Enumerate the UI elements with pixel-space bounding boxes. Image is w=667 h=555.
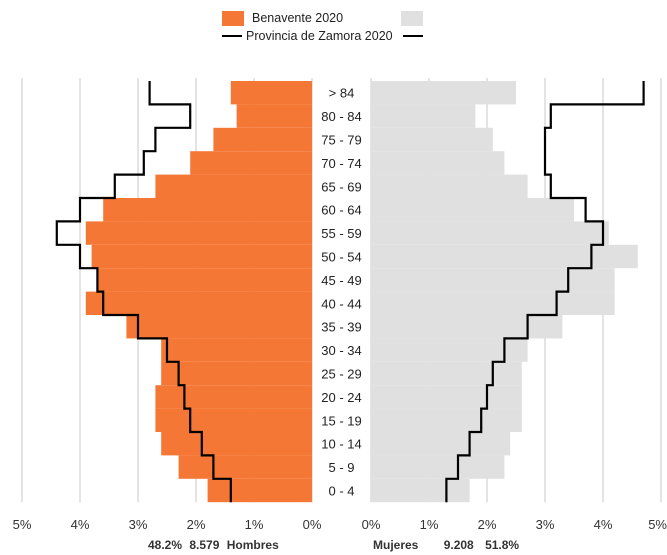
x-tick-women-0: 0% — [362, 517, 381, 532]
age-label-13: 65 - 69 — [321, 179, 361, 194]
age-label-9: 45 - 49 — [321, 273, 361, 288]
age-label-14: 70 - 74 — [321, 156, 361, 171]
bar-women-16 — [371, 104, 476, 128]
bar-men-16 — [236, 104, 312, 128]
men-summary: 48.2% 8.579 Hombres — [148, 538, 283, 554]
bar-men-1 — [178, 455, 312, 479]
bar-women-17 — [371, 81, 516, 105]
legend-row-province: Provincia de Zamora 2020 — [222, 28, 423, 44]
x-tick-men-2: 3% — [129, 517, 148, 532]
age-label-0: 0 - 4 — [328, 484, 354, 499]
bar-women-15 — [371, 127, 493, 152]
men-percentage: 48.2% — [148, 538, 183, 552]
age-label-15: 75 - 79 — [321, 133, 361, 148]
bar-men-17 — [230, 81, 312, 105]
legend-swatch-women-local — [401, 10, 424, 26]
bar-men-9 — [97, 268, 313, 292]
bar-women-6 — [371, 338, 528, 362]
x-tick-women-4: 4% — [594, 517, 613, 532]
bar-men-14 — [190, 151, 312, 175]
age-label-16: 80 - 84 — [321, 109, 361, 124]
age-label-17: > 84 — [329, 86, 355, 101]
bar-women-3 — [371, 408, 522, 432]
women-label: Mujeres — [373, 538, 419, 552]
age-label-6: 30 - 34 — [321, 343, 361, 358]
age-label-10: 50 - 54 — [321, 250, 361, 265]
bar-women-12 — [371, 198, 574, 222]
bar-women-5 — [371, 361, 522, 386]
legend-swatch-men-local — [222, 10, 244, 26]
province-line-men — [55, 81, 232, 503]
age-label-12: 60 - 64 — [321, 203, 361, 218]
age-label-1: 5 - 9 — [328, 460, 354, 475]
bar-men-6 — [161, 338, 312, 362]
bar-men-4 — [155, 385, 312, 409]
bar-men-15 — [213, 127, 312, 152]
province-line-women — [445, 81, 645, 503]
women-summary: Mujeres 9.208 51.8% — [373, 538, 523, 554]
bar-men-13 — [155, 174, 312, 198]
x-tick-men-1: 4% — [71, 517, 90, 532]
chart-legend: Benavente 2020 Provincia de Zamora 2020 — [0, 10, 667, 50]
bar-women-1 — [371, 455, 505, 479]
bar-men-8 — [85, 291, 312, 315]
bar-women-11 — [371, 221, 609, 245]
bar-men-2 — [161, 432, 312, 456]
bar-women-8 — [371, 291, 615, 315]
legend-row-local: Benavente 2020 — [222, 10, 424, 26]
x-tick-men-4: 1% — [245, 517, 264, 532]
age-label-3: 15 - 19 — [321, 413, 361, 428]
legend-line-women-province — [402, 35, 423, 37]
x-tick-women-5: 5% — [648, 517, 667, 532]
legend-label-local: Benavente 2020 — [252, 11, 344, 25]
x-tick-men-5: 0% — [303, 517, 322, 532]
age-label-8: 40 - 44 — [321, 296, 361, 311]
bar-men-5 — [161, 361, 312, 386]
men-label: Hombres — [226, 538, 279, 552]
bar-women-13 — [371, 174, 528, 198]
legend-line-men-province — [222, 35, 242, 37]
bar-men-3 — [155, 408, 312, 432]
legend-label-province: Provincia de Zamora 2020 — [246, 29, 393, 43]
age-label-7: 35 - 39 — [321, 320, 361, 335]
bar-men-11 — [85, 221, 312, 245]
x-tick-women-1: 1% — [420, 517, 439, 532]
bar-women-14 — [371, 151, 505, 175]
x-tick-women-3: 3% — [536, 517, 555, 532]
x-tick-women-2: 2% — [478, 517, 497, 532]
x-tick-men-3: 2% — [187, 517, 206, 532]
bar-women-4 — [371, 385, 522, 409]
bar-women-7 — [371, 315, 563, 339]
women-percentage: 51.8% — [485, 538, 520, 552]
men-count: 8.579 — [189, 538, 220, 552]
age-label-5: 25 - 29 — [321, 367, 361, 382]
bar-men-12 — [103, 198, 312, 222]
age-label-2: 10 - 14 — [321, 437, 361, 452]
bar-men-0 — [207, 478, 312, 503]
bar-men-7 — [126, 315, 313, 339]
bar-women-0 — [371, 478, 470, 503]
age-label-4: 20 - 24 — [321, 390, 361, 405]
bar-women-9 — [371, 268, 615, 292]
age-label-11: 55 - 59 — [321, 226, 361, 241]
bar-women-10 — [371, 244, 638, 269]
bar-women-2 — [371, 432, 511, 456]
x-tick-men-0: 5% — [13, 517, 32, 532]
women-count: 9.208 — [443, 538, 474, 552]
bar-men-10 — [91, 244, 312, 269]
